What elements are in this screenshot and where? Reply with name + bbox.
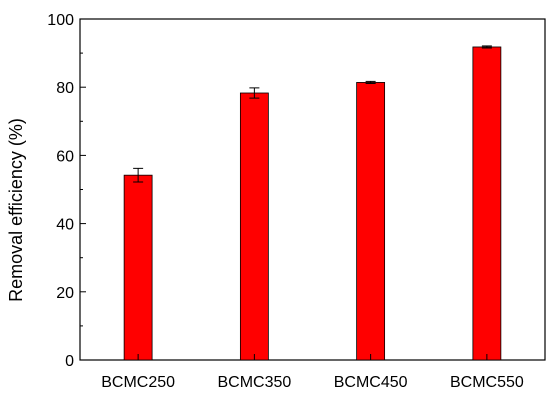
x-tick-label: BCMC550 (450, 374, 524, 391)
y-tick-label: 80 (56, 80, 74, 97)
bar-bcmc450 (356, 82, 386, 361)
y-tick-label: 20 (56, 285, 74, 302)
x-tick-label: BCMC250 (101, 374, 175, 391)
y-tick-label: 100 (47, 12, 74, 29)
y-tick-label: 40 (56, 217, 74, 234)
x-tick-label: BCMC350 (217, 374, 291, 391)
bar-bcmc550 (472, 46, 502, 361)
y-tick-label: 0 (65, 353, 74, 370)
bar-bcmc350 (239, 92, 269, 361)
y-tick-label: 60 (56, 148, 74, 165)
x-tick-label: BCMC450 (334, 374, 408, 391)
y-axis-label: Removal efficiency (%) (6, 118, 26, 302)
bar-bcmc250 (123, 174, 153, 361)
